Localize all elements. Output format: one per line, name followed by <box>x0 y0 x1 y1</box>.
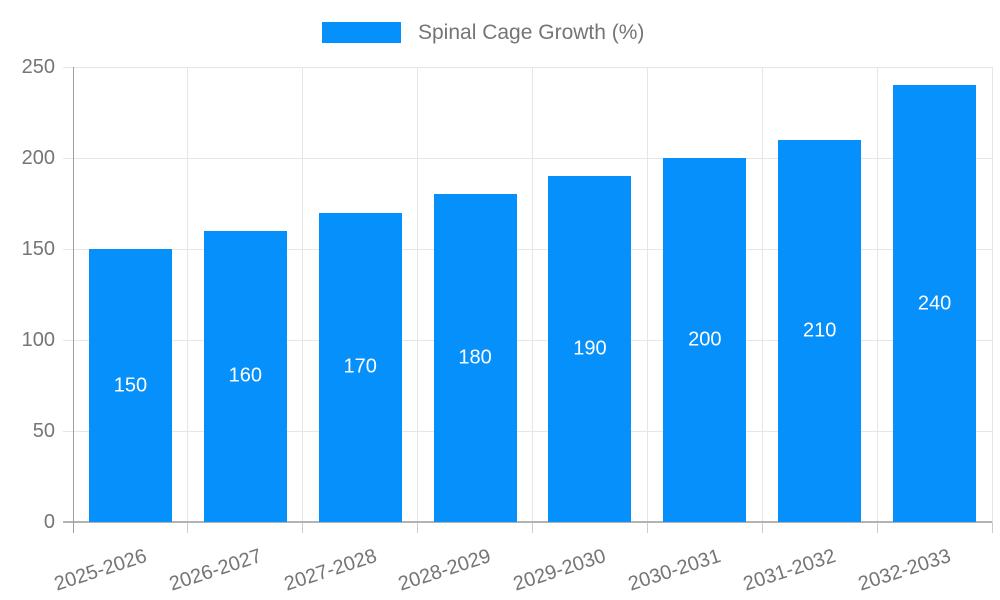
legend-label: Spinal Cage Growth (%) <box>418 21 645 44</box>
bar-value-label: 170 <box>343 355 377 378</box>
y-gridline-100 <box>63 339 992 341</box>
x-gridline-1 <box>187 67 189 522</box>
x-axis-label-2026-2027: 2026-2027 <box>166 545 265 596</box>
y-axis-label-200: 200 <box>21 147 55 169</box>
x-tick-7 <box>876 522 878 533</box>
chart-legend: Spinal Cage Growth (%) <box>322 22 644 43</box>
x-gridline-2 <box>302 67 304 522</box>
x-tick-5 <box>646 522 648 533</box>
x-axis-label-2029-2030: 2029-2030 <box>510 545 609 596</box>
y-axis-label-250: 250 <box>21 56 55 78</box>
x-tick-3 <box>417 522 419 533</box>
x-axis-label-2025-2026: 2025-2026 <box>51 545 150 596</box>
bar-2026-2027[interactable]: 160 <box>203 230 287 522</box>
bar-value-label: 150 <box>113 374 148 396</box>
bar-value-label: 180 <box>458 346 492 369</box>
y-axis-label-50: 50 <box>32 420 55 442</box>
x-axis-label-2027-2028: 2027-2028 <box>281 545 379 596</box>
y-axis-label-100: 100 <box>21 329 55 351</box>
bar-value-label: 210 <box>803 319 837 342</box>
x-tick-8 <box>991 522 993 533</box>
y-axis-label-0: 0 <box>43 511 55 533</box>
y-axis-line <box>73 67 74 533</box>
x-tick-2 <box>302 522 304 533</box>
bar-value-label: 190 <box>573 337 607 360</box>
x-gridline-8 <box>991 67 993 522</box>
y-axis-label-150: 150 <box>21 238 55 260</box>
y-gridline-50 <box>63 430 992 432</box>
y-gridline-200 <box>63 157 992 159</box>
bar-2028-2029[interactable]: 180 <box>433 194 517 522</box>
bar-2027-2028[interactable]: 170 <box>318 212 402 522</box>
x-gridline-4 <box>532 67 533 522</box>
bar-2032-2033[interactable]: 240 <box>893 85 977 522</box>
legend-swatch <box>322 22 401 43</box>
x-gridline-3 <box>417 67 419 522</box>
bar-value-label: 200 <box>688 328 722 351</box>
x-tick-1 <box>187 522 189 533</box>
x-gridline-7 <box>876 67 878 522</box>
bar-2025-2026[interactable]: 150 <box>88 249 172 522</box>
x-tick-6 <box>761 522 763 533</box>
x-gridline-5 <box>646 67 648 522</box>
bar-value-label: 160 <box>228 364 262 387</box>
bar-2029-2030[interactable]: 190 <box>548 176 632 522</box>
y-gridline-150 <box>63 248 992 250</box>
x-axis-baseline <box>63 521 992 523</box>
x-gridline-6 <box>761 67 763 522</box>
x-axis-label-2028-2029: 2028-2029 <box>396 545 494 596</box>
x-tick-4 <box>532 522 533 533</box>
plot-area: 150 160 170 180 190 200 210 240 <box>63 66 993 533</box>
bar-value-label: 240 <box>917 292 952 315</box>
bar-2031-2032[interactable]: 210 <box>778 139 862 522</box>
x-axis-label-2031-2032: 2031-2032 <box>740 545 839 596</box>
y-gridline-250 <box>63 66 992 68</box>
x-axis-label-2032-2033: 2032-2033 <box>855 545 954 596</box>
x-axis-label-2030-2031: 2030-2031 <box>625 545 724 596</box>
bar-2030-2031[interactable]: 200 <box>663 158 747 522</box>
